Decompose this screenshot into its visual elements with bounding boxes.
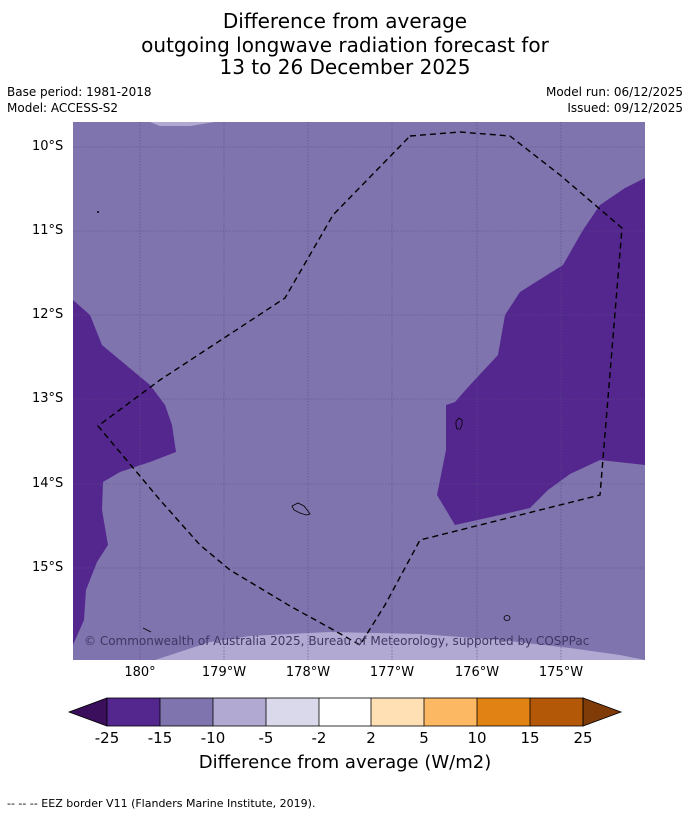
colorbar-segment-7 xyxy=(424,698,477,726)
lat-label-11s: 11°S xyxy=(32,223,64,238)
colorbar-segment-9 xyxy=(530,698,583,726)
title-line-1: Difference from average xyxy=(222,9,468,33)
island-small-south xyxy=(503,615,511,621)
colorbar-tick: -10 xyxy=(200,729,226,747)
lat-label-14s: 14°S xyxy=(32,476,64,491)
colorbar-tick: -15 xyxy=(147,729,173,747)
lon-label-177w: 177°W xyxy=(369,665,415,680)
island-reef-southwest xyxy=(142,627,152,633)
title-line-2: outgoing longwave radiation forecast for xyxy=(141,33,549,57)
colorbar-segment-2 xyxy=(160,698,213,726)
colorbar-tick: 10 xyxy=(467,729,487,747)
colorbar xyxy=(67,697,623,727)
lon-label-176w: 176°W xyxy=(454,665,500,680)
colorbar-tick: 25 xyxy=(573,729,593,747)
colorbar-tick: -5 xyxy=(258,729,274,747)
colorbar-segment-8 xyxy=(477,698,530,726)
lat-label-12s: 12°S xyxy=(32,307,64,322)
lon-label-175w: 175°W xyxy=(538,665,584,680)
lat-label-13s: 13°S xyxy=(32,391,64,406)
colorbar-tick: 5 xyxy=(419,729,429,747)
map-area xyxy=(73,122,645,660)
model-run-text: Model run: 06/12/2025 xyxy=(545,85,683,99)
copyright-text: © Commonwealth of Australia 2025, Bureau… xyxy=(84,634,589,648)
title-line-3: 13 to 26 December 2025 xyxy=(219,55,471,79)
lon-label-179w: 179°W xyxy=(201,665,247,680)
colorbar-tick: 2 xyxy=(366,729,376,747)
island-wallis xyxy=(291,502,311,516)
lon-label-178w: 178°W xyxy=(285,665,331,680)
colorbar-tick: -2 xyxy=(311,729,327,747)
colorbar-segment-4 xyxy=(266,698,319,726)
colorbar-label: Difference from average (W/m2) xyxy=(198,752,492,773)
eez-border xyxy=(96,131,623,646)
issued-text: Issued: 09/12/2025 xyxy=(567,101,683,115)
field-minus-10-to-5-top xyxy=(150,122,215,126)
field-minus-10-to-5-bottom xyxy=(155,632,645,660)
footnote-eez: -- -- -- EEZ border V11 (Flanders Marine… xyxy=(7,797,316,810)
colorbar-segment-3 xyxy=(213,698,266,726)
colorbar-extend-high xyxy=(582,697,623,727)
colorbar-segment-5 xyxy=(319,698,371,726)
colorbar-segment-1 xyxy=(107,698,160,726)
island-dot-northwest xyxy=(97,211,99,213)
base-period-text: Base period: 1981-2018 xyxy=(7,85,152,99)
field-minus-25-to-15-west xyxy=(73,300,176,645)
colorbar-tick: 15 xyxy=(520,729,540,747)
field-minus-25-to-15-east xyxy=(437,178,645,525)
lat-label-15s: 15°S xyxy=(32,560,64,575)
colorbar-extend-low xyxy=(67,697,108,727)
lat-label-10s: 10°S xyxy=(32,139,64,154)
graticule xyxy=(73,122,645,660)
lon-label-180: 180° xyxy=(124,665,156,680)
island-east xyxy=(455,417,463,430)
colorbar-segment-6 xyxy=(371,698,424,726)
model-text: Model: ACCESS-S2 xyxy=(7,101,119,115)
colorbar-tick: -25 xyxy=(94,729,120,747)
